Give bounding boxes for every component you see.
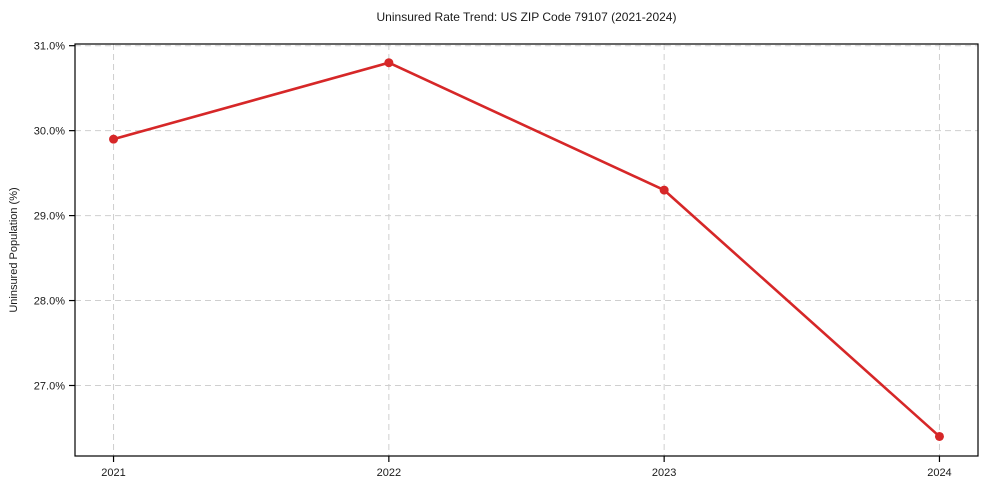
chart-title: Uninsured Rate Trend: US ZIP Code 79107 …: [376, 10, 677, 24]
y-tick-label: 30.0%: [34, 126, 65, 138]
x-tick-label: 2021: [101, 467, 125, 479]
plot-border: [74, 43, 979, 457]
y-tick-label: 27.0%: [34, 380, 65, 392]
x-tick-label: 2023: [652, 467, 676, 479]
x-tick-label: 2024: [927, 467, 951, 479]
y-tick-label: 31.0%: [34, 41, 65, 53]
x-tick-label: 2022: [377, 467, 401, 479]
y-tick-label: 29.0%: [34, 211, 65, 223]
data-line: [112, 61, 941, 438]
data-point-marker: [934, 431, 944, 441]
y-tick-label: 28.0%: [34, 296, 65, 308]
data-point-marker: [109, 134, 119, 144]
data-point-marker: [659, 185, 669, 195]
data-point-marker: [384, 58, 394, 68]
